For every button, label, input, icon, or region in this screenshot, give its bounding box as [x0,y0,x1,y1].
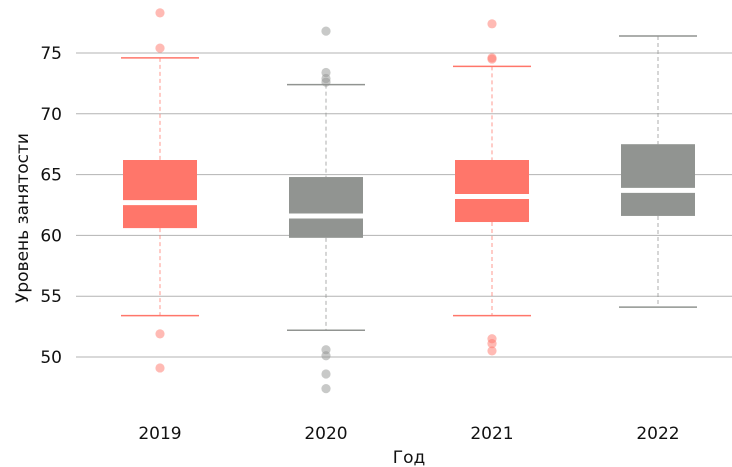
x-axis-label: Год [393,448,426,467]
outlier-point [487,19,497,29]
y-tick-label: 70 [40,105,62,125]
outlier-point [321,77,331,87]
box-group [453,19,531,356]
box-group [619,35,697,308]
x-tick-label: 2021 [470,424,513,444]
y-tick-label: 65 [40,166,62,186]
x-tick-labels: 2019 2020 2021 2022 [138,424,679,444]
outlier-point [321,369,331,379]
outlier-point [155,43,165,53]
outlier-point [487,346,497,356]
outlier-point [155,8,165,18]
x-tick-label: 2020 [304,424,347,444]
box-group [287,26,365,394]
box-iqr [289,177,363,238]
box-iqr [123,160,197,229]
y-tick-label: 75 [40,44,62,64]
y-tick-label: 60 [40,226,62,246]
outlier-point [321,26,331,36]
outlier-point [155,363,165,373]
box-iqr [621,144,695,216]
outlier-point [321,351,331,361]
outlier-point [321,384,331,394]
box-group [121,8,199,373]
y-tick-labels: 50 55 60 65 70 75 [40,44,62,368]
boxes [121,8,697,394]
y-tick-label: 55 [40,287,62,307]
outlier-point [487,54,497,64]
x-tick-label: 2019 [138,424,181,444]
outlier-point [487,339,497,349]
y-tick-label: 50 [40,348,62,368]
box-iqr [455,160,529,223]
x-tick-label: 2022 [636,424,679,444]
outlier-point [155,329,165,339]
y-axis-label: Уровень занятости [13,133,33,303]
